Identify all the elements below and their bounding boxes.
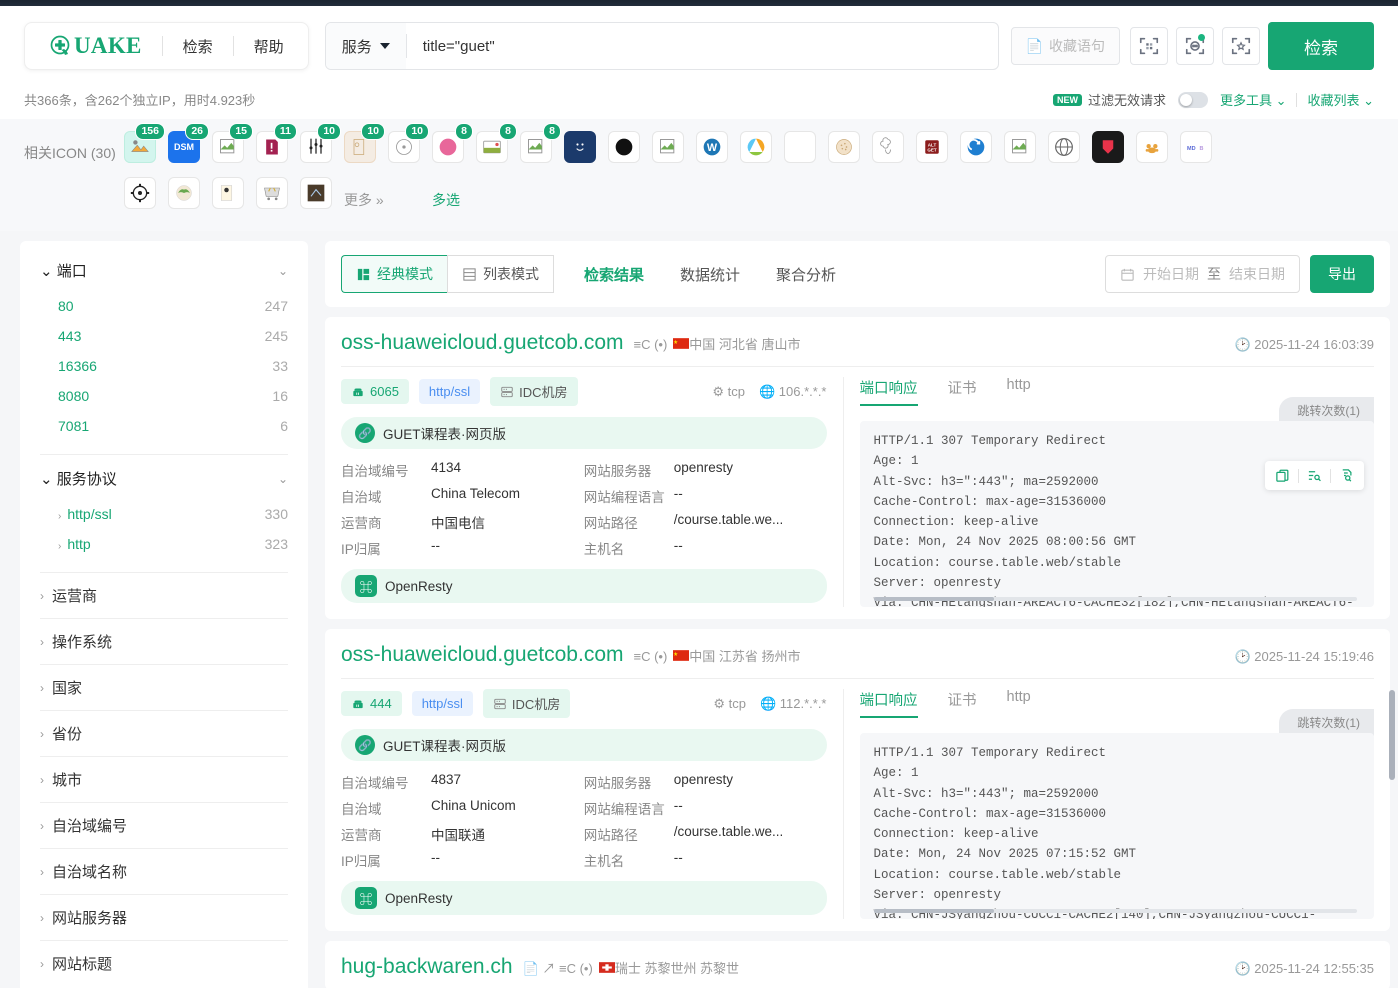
svg-text:GET: GET [927,148,937,153]
svg-text:B: B [1200,146,1204,152]
svg-text:ALT: ALT [928,142,937,147]
svg-text:MD: MD [1187,146,1196,152]
svg-text:W: W [707,142,718,154]
